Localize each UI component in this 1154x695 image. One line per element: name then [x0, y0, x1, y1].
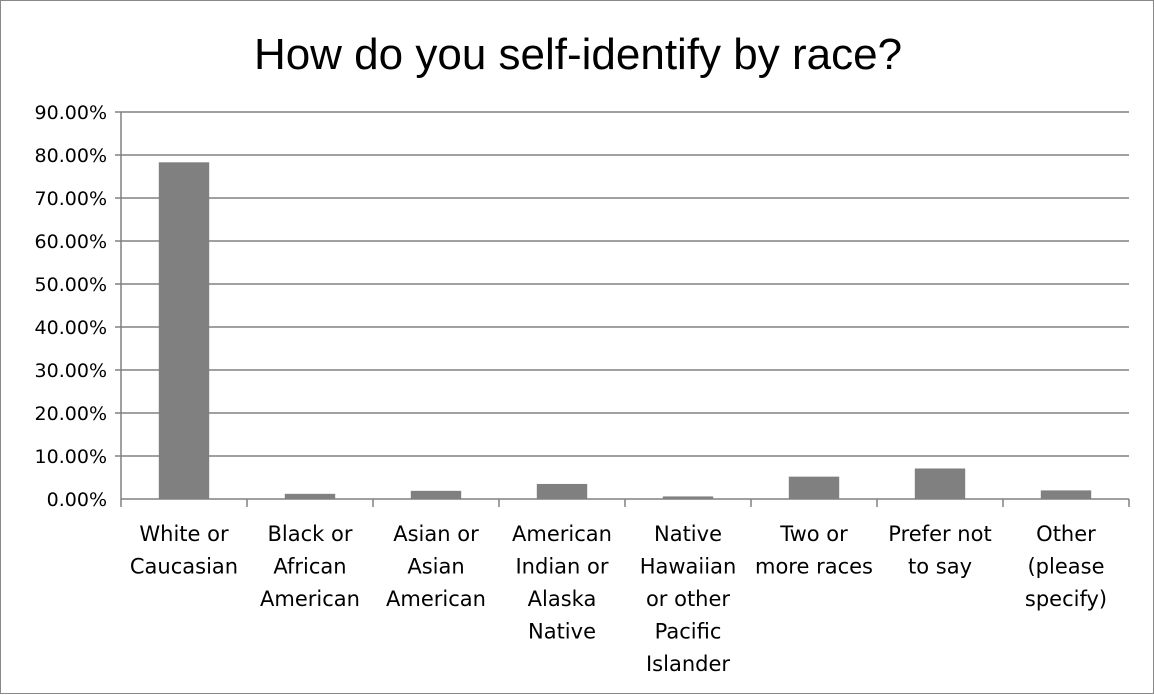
x-tick-label-line: Pacific [655, 620, 722, 644]
x-tick-label: American Indian or Alaska Native [512, 522, 612, 644]
x-axis [120, 112, 1130, 507]
x-tick-label-line: White or [139, 522, 229, 546]
x-tick-label-line: to say [908, 555, 972, 579]
bar [284, 493, 336, 499]
x-tick-label-line: more races [755, 555, 873, 579]
y-tick-label: 90.00% [35, 102, 107, 124]
y-tick-label: 20.00% [35, 403, 107, 425]
x-tick-label-line: specify) [1025, 587, 1107, 611]
y-tick-label: 0.00% [47, 489, 107, 511]
y-tick-label: 50.00% [35, 274, 107, 296]
x-tick-label-line: Alaska [528, 587, 597, 611]
gridlines [115, 111, 1129, 457]
x-tick-label: White or Caucasian [130, 522, 238, 579]
x-tick-label-line: or other [646, 587, 730, 611]
y-tick-label: 10.00% [35, 446, 107, 468]
x-tick-label: Prefer not to say [888, 522, 991, 579]
bar [536, 483, 588, 499]
bar [788, 476, 840, 499]
x-tick-label-line: Asian [407, 555, 464, 579]
x-tick-label: Asian or Asian American [386, 522, 486, 611]
x-tick-label-line: African [273, 555, 346, 579]
x-tick-label: Two or more races [755, 522, 873, 579]
x-tick-label: Native Hawaiian or other Pacific Islander [640, 522, 737, 676]
y-tick-label: 40.00% [35, 317, 107, 339]
y-tick-label: 80.00% [35, 145, 107, 167]
bar [1040, 490, 1092, 499]
y-tick-label: 70.00% [35, 188, 107, 210]
x-tick-label-line: Prefer not [888, 522, 991, 546]
x-tick-label-line: (please [1027, 555, 1104, 579]
x-tick-label-line: Black or [268, 522, 353, 546]
y-tick-label: 60.00% [35, 231, 107, 253]
x-tick-label-line: Native [528, 620, 596, 644]
category-labels: White or Caucasian Black or African American… [130, 522, 1107, 676]
x-tick-label-line: Asian or [393, 522, 479, 546]
bar [410, 490, 462, 499]
x-tick-label-line: Native [654, 522, 722, 546]
x-tick-label-line: American [386, 587, 486, 611]
bars [158, 162, 1092, 499]
x-tick-label-line: Caucasian [130, 555, 238, 579]
chart-title: How do you self-identify by race? [254, 30, 902, 79]
bar [662, 496, 714, 499]
bar [914, 468, 966, 499]
x-tick-label-line: Other [1036, 522, 1096, 546]
x-tick-label-line: Hawaiian [640, 555, 737, 579]
x-tick-label-line: Two or [779, 522, 848, 546]
x-tick-label-line: Indian or [515, 555, 608, 579]
bar [158, 162, 210, 499]
y-tick-label: 30.00% [35, 360, 107, 382]
x-tick-label-line: American [512, 522, 612, 546]
x-tick-label: Black or African American [260, 522, 360, 611]
y-axis-ticks: 0.00% 10.00% 20.00% 30.00% 40.00% 50.00% 60.00… [35, 102, 107, 511]
x-tick-label: Other (please specify) [1025, 522, 1107, 611]
x-tick-label-line: American [260, 587, 360, 611]
x-tick-label-line: Islander [646, 652, 730, 676]
